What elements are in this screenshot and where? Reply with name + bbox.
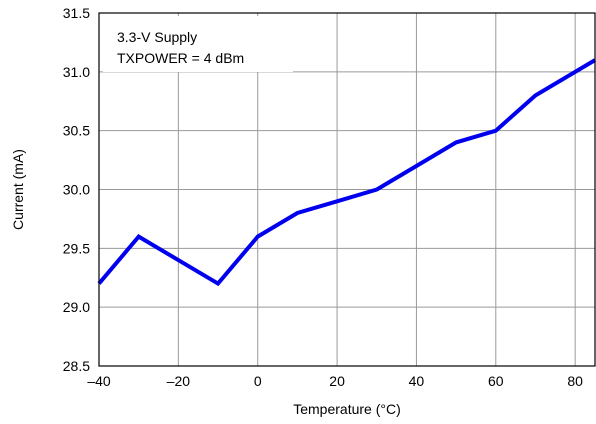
y-tick-label: 29.0 [63,299,90,315]
annotation-line: TXPOWER = 4 dBm [117,50,244,66]
x-tick-label: 40 [409,373,425,389]
y-tick-label: 30.5 [63,123,90,139]
y-tick-label: 29.5 [63,240,90,256]
y-tick-label: 31.0 [63,64,90,80]
x-tick-label: 60 [488,373,504,389]
annotation-background [103,16,293,72]
x-tick-label: 0 [254,373,262,389]
y-tick-label: 30.0 [63,182,90,198]
x-tick-label: 80 [567,373,583,389]
x-tick-label: 20 [329,373,345,389]
y-tick-label: 28.5 [63,358,90,374]
series-line [97,58,596,287]
plot-frame [98,12,596,367]
y-axis-title: Current (mA) [10,149,26,230]
x-tick-labels: –40 –20 0 20 40 60 80 [87,373,583,389]
x-tick-label: –20 [167,373,191,389]
annotation-line: 3.3-V Supply [117,29,197,45]
x-tick-label: –40 [87,373,111,389]
y-tick-labels: 28.5 29.0 29.5 30.0 30.5 31.0 31.5 [63,5,90,374]
y-tick-label: 31.5 [63,5,90,21]
annotation: 3.3-V Supply TXPOWER = 4 dBm [117,29,244,66]
x-axis-title: Temperature (°C) [293,401,401,417]
